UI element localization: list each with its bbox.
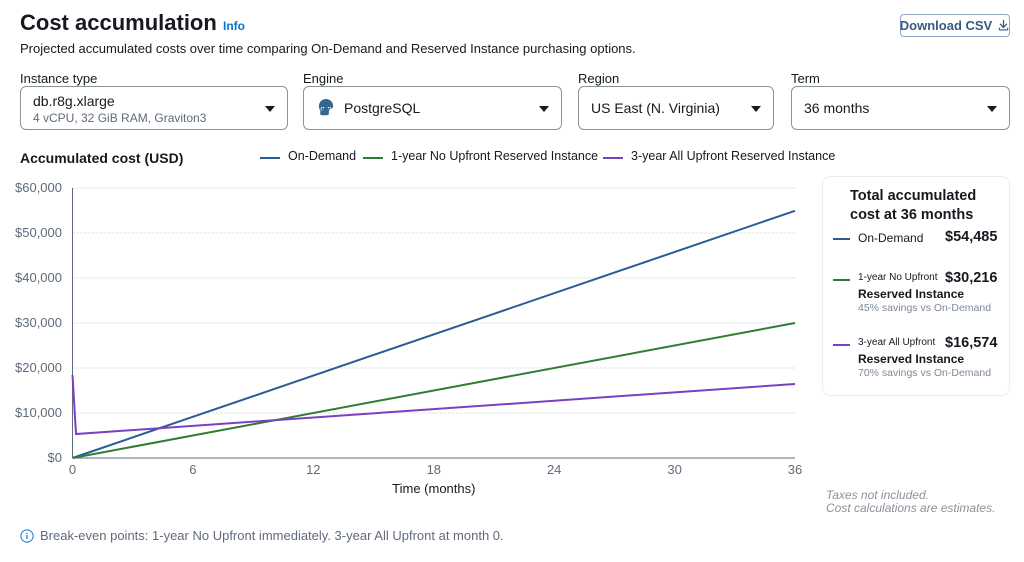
- svg-text:$50,000: $50,000: [15, 225, 62, 240]
- svg-text:36: 36: [788, 462, 802, 477]
- svg-text:6: 6: [189, 462, 196, 477]
- svg-text:$40,000: $40,000: [15, 270, 62, 285]
- svg-text:$30,000: $30,000: [15, 315, 62, 330]
- svg-text:30: 30: [667, 462, 681, 477]
- svg-text:$20,000: $20,000: [15, 360, 62, 375]
- svg-text:18: 18: [427, 462, 441, 477]
- svg-text:$0: $0: [48, 450, 62, 465]
- svg-text:0: 0: [69, 462, 76, 477]
- svg-text:$60,000: $60,000: [15, 180, 62, 195]
- svg-text:$10,000: $10,000: [15, 405, 62, 420]
- svg-text:12: 12: [306, 462, 320, 477]
- svg-text:Time (months): Time (months): [392, 481, 475, 496]
- svg-text:24: 24: [547, 462, 561, 477]
